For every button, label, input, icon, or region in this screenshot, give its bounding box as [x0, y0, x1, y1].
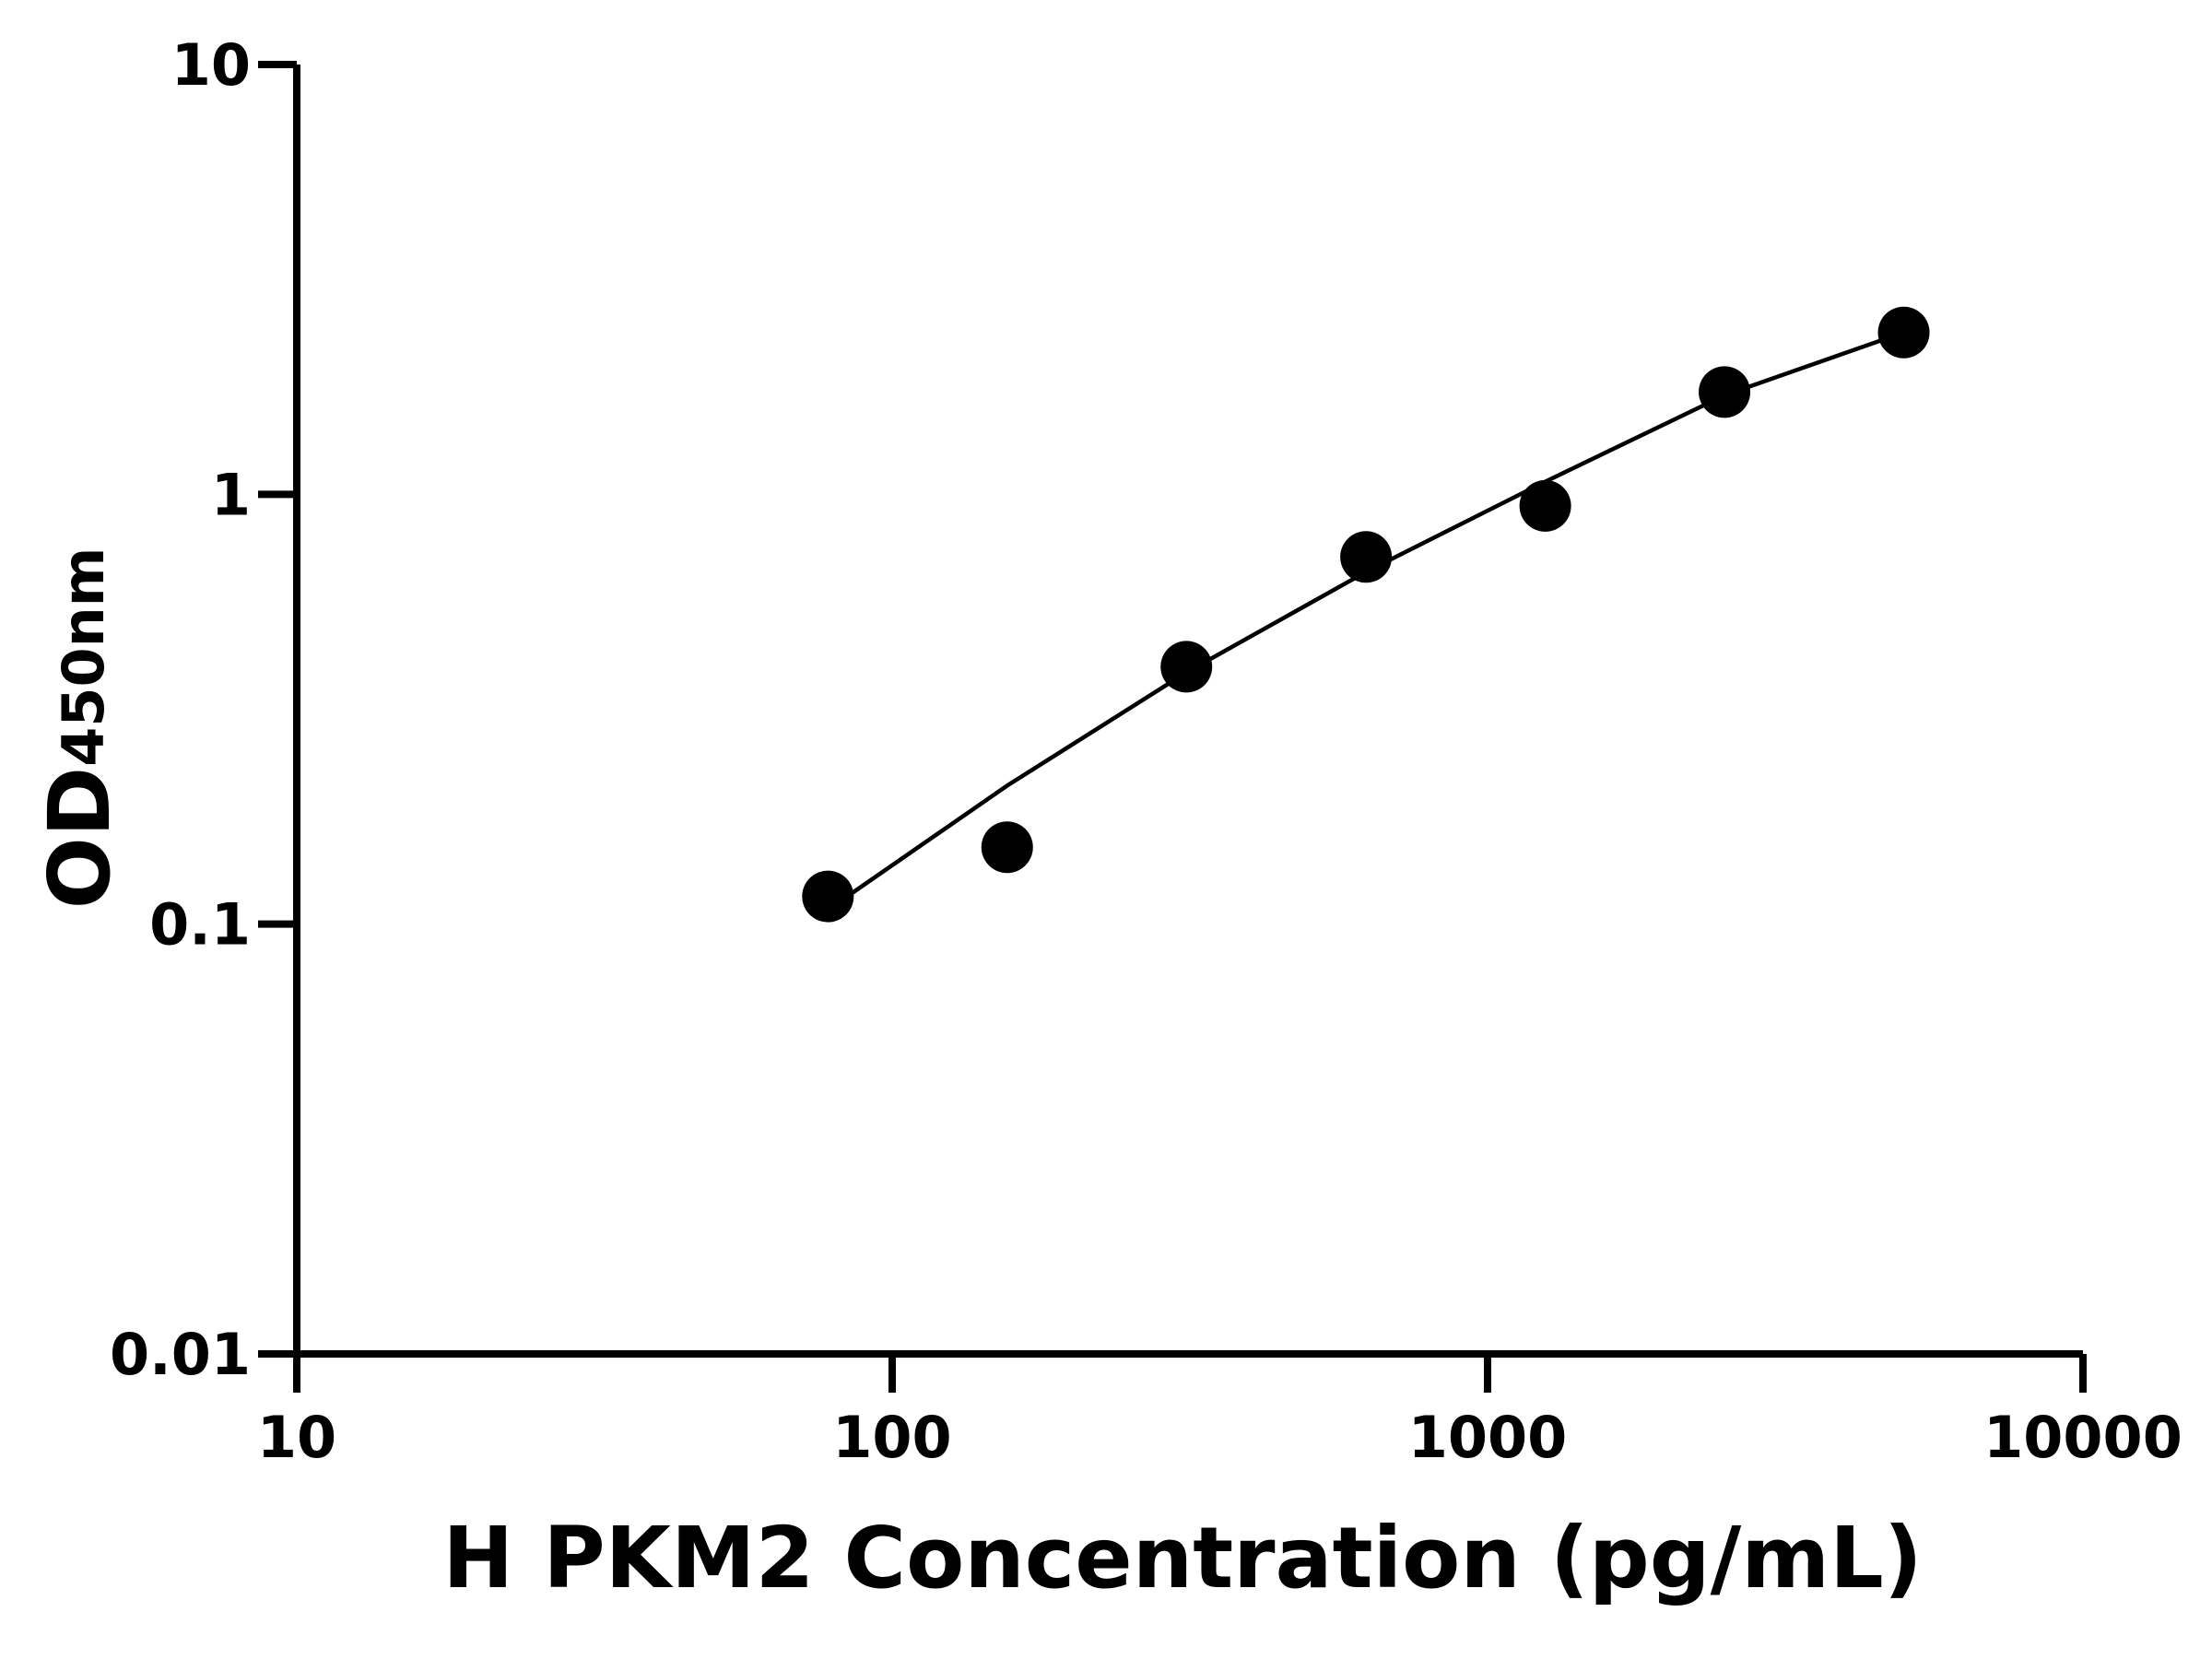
data-point [981, 821, 1033, 874]
x-tick-label: 10 [257, 1404, 336, 1471]
x-tick-label: 10000 [1983, 1404, 2183, 1471]
data-point [1699, 366, 1751, 418]
x-axis-title: H PKM2 Concentration (pg/mL) [442, 1509, 1923, 1607]
x-tick-label: 100 [832, 1404, 951, 1471]
y-axis-title-main: OD [30, 767, 129, 910]
y-tick-label: 10 [171, 31, 251, 99]
y-tick-label: 0.1 [149, 891, 251, 959]
x-tick-label: 1000 [1408, 1404, 1568, 1471]
y-tick-label: 0.01 [110, 1321, 251, 1388]
data-point [1340, 531, 1393, 583]
y-tick-label: 1 [211, 461, 251, 528]
data-point [1877, 306, 1930, 359]
data-point [802, 870, 854, 923]
data-point [1519, 479, 1571, 532]
data-point [1160, 641, 1213, 693]
y-axis-title-subscript: 450nm [50, 547, 117, 767]
y-axis-title: OD450nm [30, 547, 129, 910]
fit-curve [827, 330, 1905, 912]
